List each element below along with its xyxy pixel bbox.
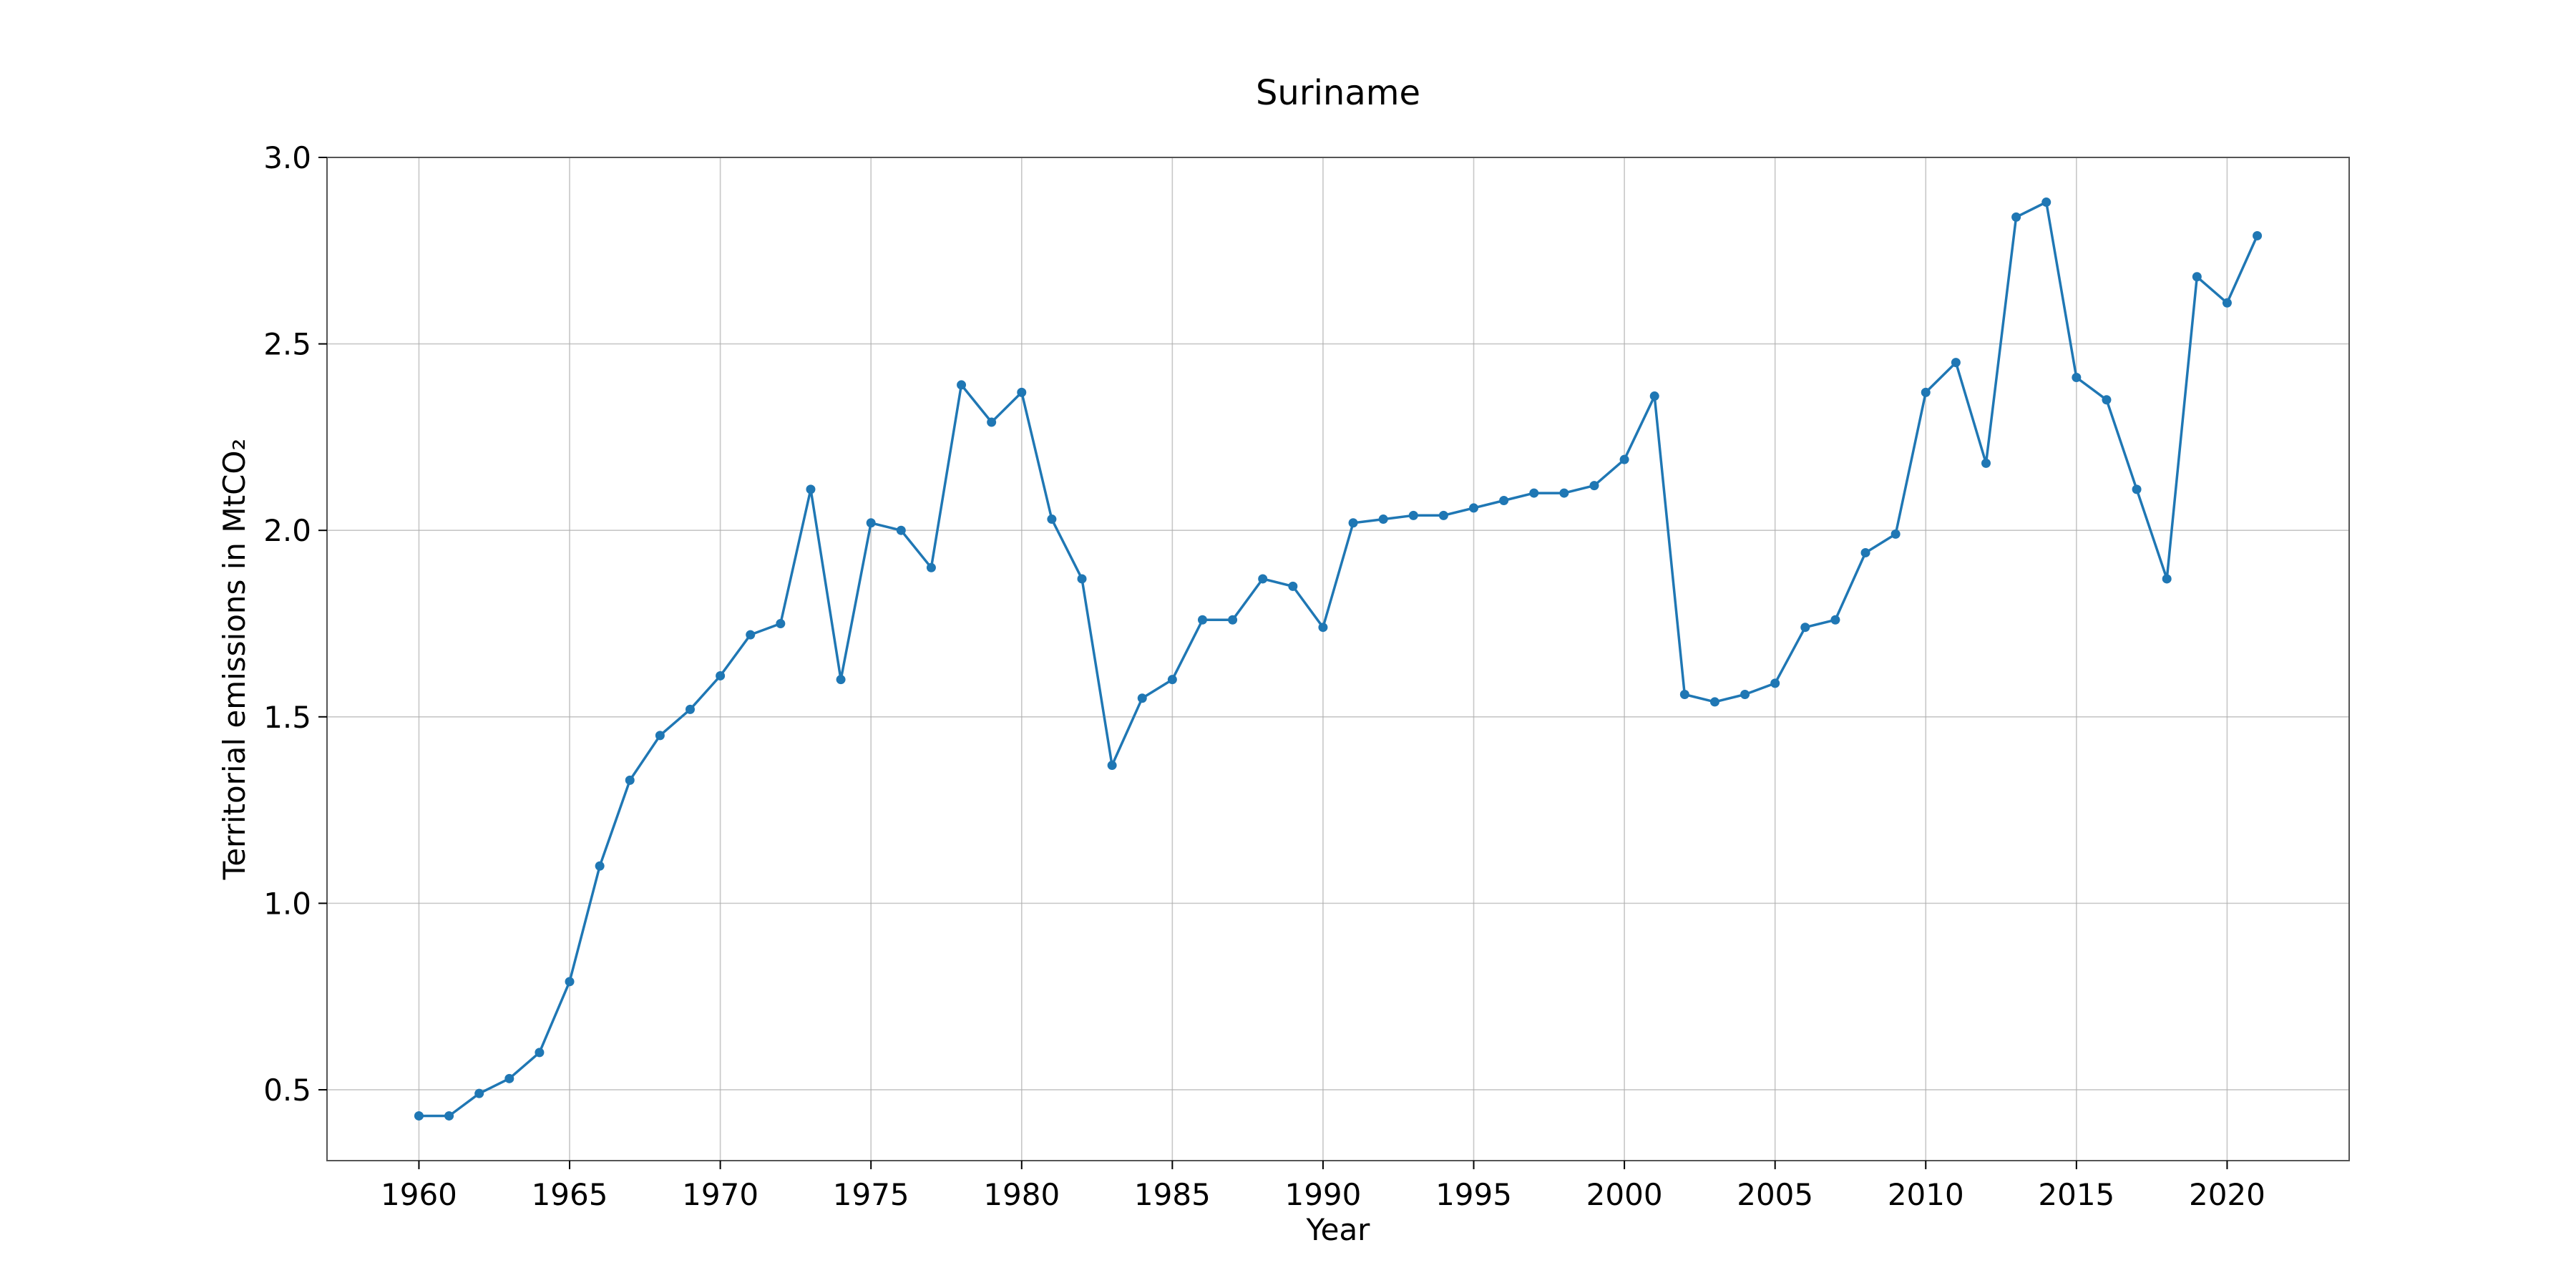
y-tick-label: 0.5 <box>263 1073 311 1108</box>
x-tick-label: 1990 <box>1284 1177 1361 1212</box>
y-tick-label: 2.5 <box>263 327 311 362</box>
data-point <box>565 977 575 987</box>
data-point <box>836 675 846 685</box>
data-point <box>1197 615 1207 625</box>
y-tick-label: 1.0 <box>263 886 311 921</box>
data-point <box>1559 488 1569 498</box>
y-tick-label: 1.5 <box>263 700 311 735</box>
data-point <box>1017 387 1027 397</box>
x-tick-label: 2010 <box>1888 1177 1964 1212</box>
data-point <box>1740 690 1750 700</box>
series-line <box>417 200 2259 1118</box>
x-axis-ticks: 1960 1965 1970 1975 1980 1985 1990 1995 2000 2005… <box>381 1161 2265 1212</box>
data-point <box>746 630 756 640</box>
x-tick-label: 1960 <box>381 1177 457 1212</box>
x-tick-label: 1980 <box>983 1177 1060 1212</box>
data-point <box>1679 690 1689 700</box>
plot-frame <box>326 157 2350 1161</box>
data-point <box>1619 454 1629 464</box>
x-tick-label: 1985 <box>1134 1177 1211 1212</box>
data-point <box>1890 529 1901 539</box>
data-point <box>474 1088 484 1098</box>
data-point <box>1589 481 1599 491</box>
data-point <box>1318 623 1328 633</box>
data-point <box>1107 761 1117 771</box>
y-axis-ticks: 0.5 1.0 1.5 2.0 2.5 3.0 <box>263 140 327 1108</box>
data-point <box>987 417 997 427</box>
x-axis-label: Year <box>1306 1212 1371 1247</box>
x-tick-label: 1975 <box>833 1177 909 1212</box>
data-point <box>1860 547 1870 557</box>
data-point <box>2222 298 2232 308</box>
data-point <box>444 1111 454 1121</box>
data-point <box>866 518 876 528</box>
data-point <box>2041 197 2051 208</box>
data-point <box>1499 495 1509 505</box>
data-point <box>2072 373 2082 383</box>
data-point <box>1137 693 1147 703</box>
data-point <box>1167 675 1177 685</box>
data-point <box>1077 574 1087 584</box>
data-point <box>1469 503 1479 513</box>
data-point <box>2253 230 2263 240</box>
data-point <box>1348 518 1358 528</box>
data-point <box>926 562 936 572</box>
data-point <box>595 861 605 871</box>
data-point <box>1951 358 1961 368</box>
data-point <box>2011 212 2021 222</box>
data-point <box>535 1048 545 1058</box>
y-tick-label: 2.0 <box>263 513 311 548</box>
data-point <box>1228 615 1238 625</box>
y-tick-label: 3.0 <box>263 140 311 175</box>
x-tick-label: 1995 <box>1435 1177 1512 1212</box>
data-point <box>2162 574 2172 584</box>
x-tick-label: 2005 <box>1737 1177 1813 1212</box>
data-point <box>2192 272 2202 282</box>
data-point <box>1981 458 1991 468</box>
data-point <box>957 380 967 390</box>
data-point <box>686 704 696 714</box>
x-tick-label: 2000 <box>1586 1177 1663 1212</box>
data-point <box>1288 581 1298 591</box>
data-point <box>414 1111 424 1121</box>
data-point <box>1800 623 1810 633</box>
data-point <box>1438 510 1448 520</box>
x-tick-label: 1970 <box>682 1177 758 1212</box>
data-point <box>655 731 665 741</box>
grid-lines <box>327 157 2349 1161</box>
data-point <box>1770 678 1780 688</box>
data-point <box>625 775 635 785</box>
data-point <box>1408 510 1418 520</box>
data-point <box>1529 488 1539 498</box>
data-point <box>806 484 816 494</box>
data-point <box>716 670 726 680</box>
data-point <box>776 618 786 628</box>
data-point <box>896 525 906 535</box>
chart-title: Suriname <box>1256 73 1420 113</box>
x-tick-label: 2015 <box>2038 1177 2114 1212</box>
y-axis-label: Territorial emissions in MtCO₂ <box>217 439 252 881</box>
data-point <box>1830 615 1840 625</box>
data-point <box>1258 574 1268 584</box>
x-tick-label: 2020 <box>2189 1177 2265 1212</box>
series-layer <box>414 197 2263 1121</box>
data-point <box>504 1073 514 1083</box>
data-point <box>1378 514 1388 525</box>
data-point <box>2102 395 2112 405</box>
data-point <box>1649 391 1659 401</box>
data-point <box>1047 514 1057 525</box>
data-point <box>1921 387 1931 397</box>
x-tick-label: 1965 <box>532 1177 608 1212</box>
data-point <box>1709 697 1719 707</box>
data-point <box>2132 484 2142 494</box>
